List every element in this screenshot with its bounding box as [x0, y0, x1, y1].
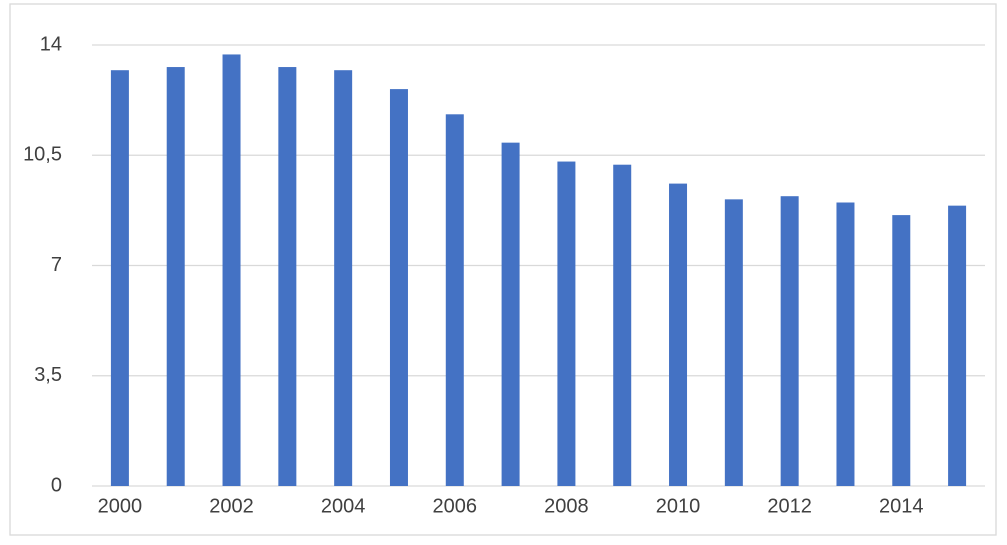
y-tick-label: 10,5 [23, 144, 62, 166]
bar [557, 161, 576, 487]
bar [278, 67, 297, 487]
bar [334, 70, 353, 486]
y-tick-label: 7 [51, 254, 62, 276]
x-tick-label: 2004 [321, 495, 366, 517]
x-tick-label: 2000 [98, 495, 143, 517]
bar [501, 142, 520, 486]
x-tick-label: 2002 [209, 495, 254, 517]
bar [389, 89, 408, 486]
bar [948, 205, 967, 486]
x-tick-label: 2012 [767, 495, 812, 517]
bar [836, 202, 855, 486]
y-tick-label: 3,5 [34, 364, 62, 386]
bar [222, 54, 241, 486]
bar [613, 164, 632, 486]
bar [445, 114, 464, 487]
x-tick-label: 2014 [879, 495, 924, 517]
x-tick-label: 2006 [433, 495, 478, 517]
bar [892, 215, 911, 486]
x-tick-label: 2008 [544, 495, 589, 517]
x-tick-label: 2010 [656, 495, 701, 517]
bar [724, 199, 743, 486]
bar [110, 70, 129, 486]
bar [780, 196, 799, 486]
y-tick-label: 14 [40, 33, 62, 55]
bar [166, 67, 185, 487]
bar [669, 183, 688, 486]
y-tick-label: 0 [51, 474, 62, 496]
